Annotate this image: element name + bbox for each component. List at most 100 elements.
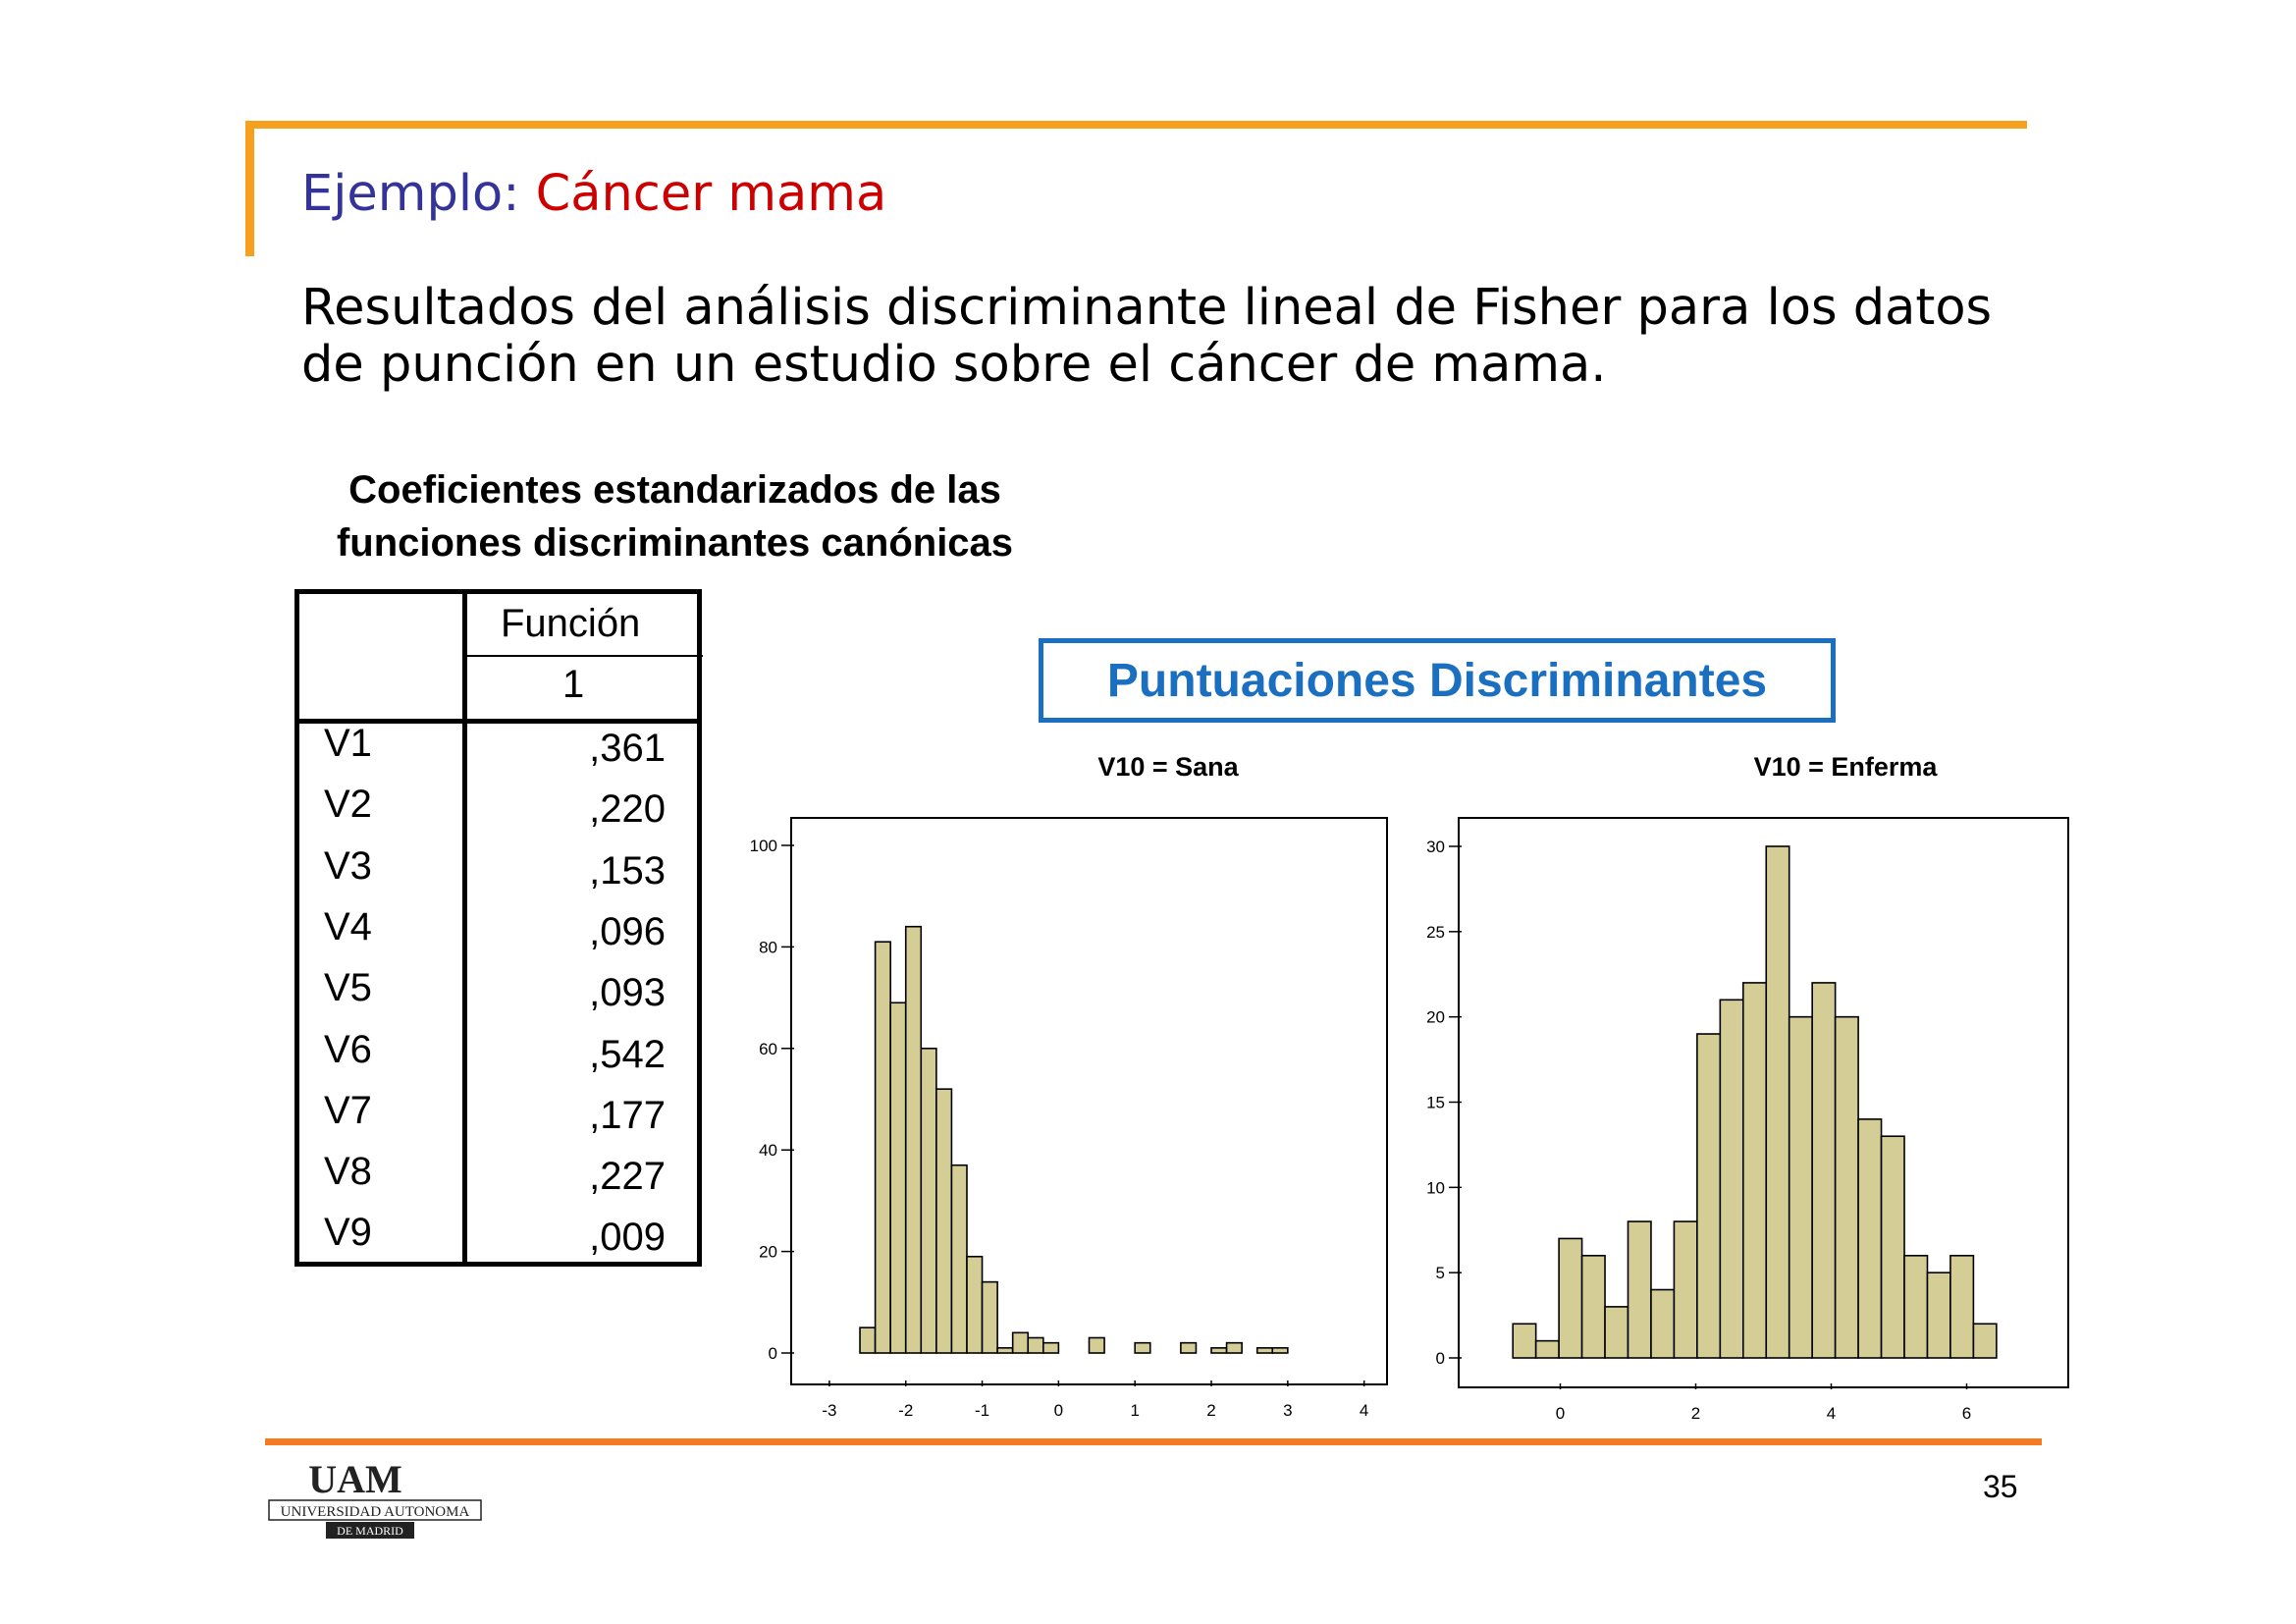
table-row-value: ,177 [589, 1093, 666, 1137]
y-tick-label: 60 [759, 1040, 777, 1058]
x-tick-label: -2 [898, 1401, 913, 1420]
slide-title: Ejemplo: Cáncer mama [301, 165, 886, 223]
table-row-value: ,096 [589, 909, 666, 953]
top-accent-bar [245, 121, 2027, 129]
histogram-bar [1011, 1331, 1030, 1354]
bottom-accent-line-right [1399, 1438, 2042, 1445]
histogram-bar [966, 1255, 984, 1354]
histogram-bar [1926, 1272, 1951, 1359]
histogram-bar [981, 1280, 998, 1354]
logo-letters: UAM [308, 1458, 402, 1501]
x-tick-label: 0 [1556, 1404, 1565, 1423]
histogram-bar [1949, 1255, 1975, 1359]
logo-band [326, 1522, 414, 1539]
title-topic: Cáncer mama [535, 165, 887, 223]
table-title-line-1: Coeficientes estandarizados de las [348, 468, 1001, 512]
y-tick-label: 100 [750, 837, 777, 855]
histogram-bar [1650, 1288, 1676, 1359]
y-tick-label: 15 [1426, 1094, 1445, 1112]
histogram-bar [1042, 1341, 1060, 1354]
histogram-bar [1027, 1336, 1044, 1354]
histogram-bar [1210, 1347, 1228, 1354]
table-row-label: V7 [324, 1088, 372, 1132]
histogram-bar [1788, 1015, 1813, 1359]
table-row-label: V9 [324, 1211, 372, 1255]
table-row-label: V1 [324, 722, 372, 765]
table-row-label: V6 [324, 1027, 372, 1071]
histogram-bar [889, 1001, 907, 1354]
histogram-bar [920, 1048, 937, 1354]
histogram-bar [935, 1088, 953, 1354]
subtitle-line-2: de punción en un estudio sobre el cáncer… [301, 336, 1607, 394]
table-body-divider [299, 719, 697, 724]
subtitle-line-1: Resultados del análisis discriminante li… [301, 279, 1993, 337]
title-prefix: Ejemplo: [301, 165, 536, 223]
histogram-bar [1512, 1323, 1537, 1359]
page-number: 35 [1983, 1469, 2018, 1504]
table-header-function-number: 1 [562, 663, 585, 706]
coefficients-table: Función 1 V1 ,361 V2 ,220 V3 ,153 V4 ,096 V5 ,093… [294, 589, 703, 1267]
x-tick-label: 1 [1130, 1401, 1139, 1420]
table-row-value: ,009 [589, 1216, 666, 1260]
table-title-line-2: funciones discriminantes canónicas [336, 521, 1014, 565]
side-accent-bar [245, 121, 254, 256]
histogram-bar [1180, 1341, 1198, 1354]
histogram-title: V10 = Sana [1097, 752, 1239, 782]
table-row-value: ,361 [589, 727, 666, 770]
x-tick-label: 2 [1691, 1404, 1700, 1423]
y-tick-label: 20 [759, 1243, 777, 1262]
y-tick-label: 40 [759, 1141, 777, 1160]
x-tick-label: 4 [1827, 1404, 1836, 1423]
table-row-label: V4 [324, 904, 372, 948]
histogram-bar [1534, 1339, 1560, 1359]
table-row-value: ,227 [589, 1155, 666, 1199]
y-tick-label: 5 [1436, 1264, 1445, 1282]
logo-frame [268, 1499, 482, 1521]
table-row-label: V8 [324, 1150, 372, 1194]
table-row-value: ,542 [589, 1032, 666, 1076]
table-row-value: ,093 [589, 971, 666, 1015]
histogram-bar [904, 925, 923, 1354]
histogram-bar [1719, 999, 1744, 1359]
discriminant-scores-box: Puntuaciones Discriminantes [1039, 638, 1836, 723]
histogram-bar [1627, 1220, 1652, 1359]
y-tick-label: 0 [769, 1344, 777, 1363]
table-row-value: ,153 [589, 848, 666, 893]
x-tick-label: -1 [975, 1401, 989, 1420]
histogram-bar [1857, 1118, 1883, 1359]
histogram-bar [1271, 1347, 1289, 1354]
histogram-bar [1972, 1323, 1998, 1359]
table-header-funcion: Función [501, 602, 641, 645]
x-tick-label: 6 [1962, 1404, 1971, 1423]
table-row-label: V2 [324, 783, 372, 827]
histogram-bar [1088, 1336, 1105, 1354]
x-tick-label: 3 [1283, 1401, 1292, 1420]
slide-subtitle: Resultados del análisis discriminante li… [301, 280, 2029, 394]
histogram-bar [1255, 1347, 1274, 1354]
y-tick-label: 10 [1426, 1178, 1445, 1197]
table-title: Coeficientes estandarizados de las funci… [294, 463, 1055, 569]
histogram-frame [790, 817, 1388, 1385]
histogram-bar [1742, 982, 1768, 1359]
y-tick-label: 0 [1436, 1349, 1445, 1368]
table-row-label: V3 [324, 843, 372, 888]
histogram-bar [1673, 1220, 1698, 1359]
x-tick-label: -3 [822, 1401, 836, 1420]
logo-line-1: UNIVERSIDAD AUTONOMA [281, 1504, 470, 1520]
logo-line-2: DE MADRID [337, 1524, 403, 1538]
histogram-bar [996, 1347, 1014, 1354]
histogram-bar [1903, 1255, 1929, 1359]
table-header-divider [462, 655, 703, 657]
histogram-bar [1225, 1341, 1243, 1354]
uam-logo: UAM UNIVERSIDAD AUTONOMA DE MADRID [268, 1458, 482, 1539]
y-tick-label: 80 [759, 938, 777, 956]
bottom-accent-line [265, 1438, 1399, 1445]
histogram-bar [874, 941, 891, 1354]
histogram-bar [859, 1326, 877, 1354]
y-tick-label: 30 [1426, 838, 1445, 856]
histogram-bar [1696, 1033, 1722, 1359]
histogram-bar [1880, 1135, 1905, 1359]
histogram-title: V10 = Enferma [1754, 752, 1939, 782]
histogram-bar [1580, 1255, 1606, 1359]
